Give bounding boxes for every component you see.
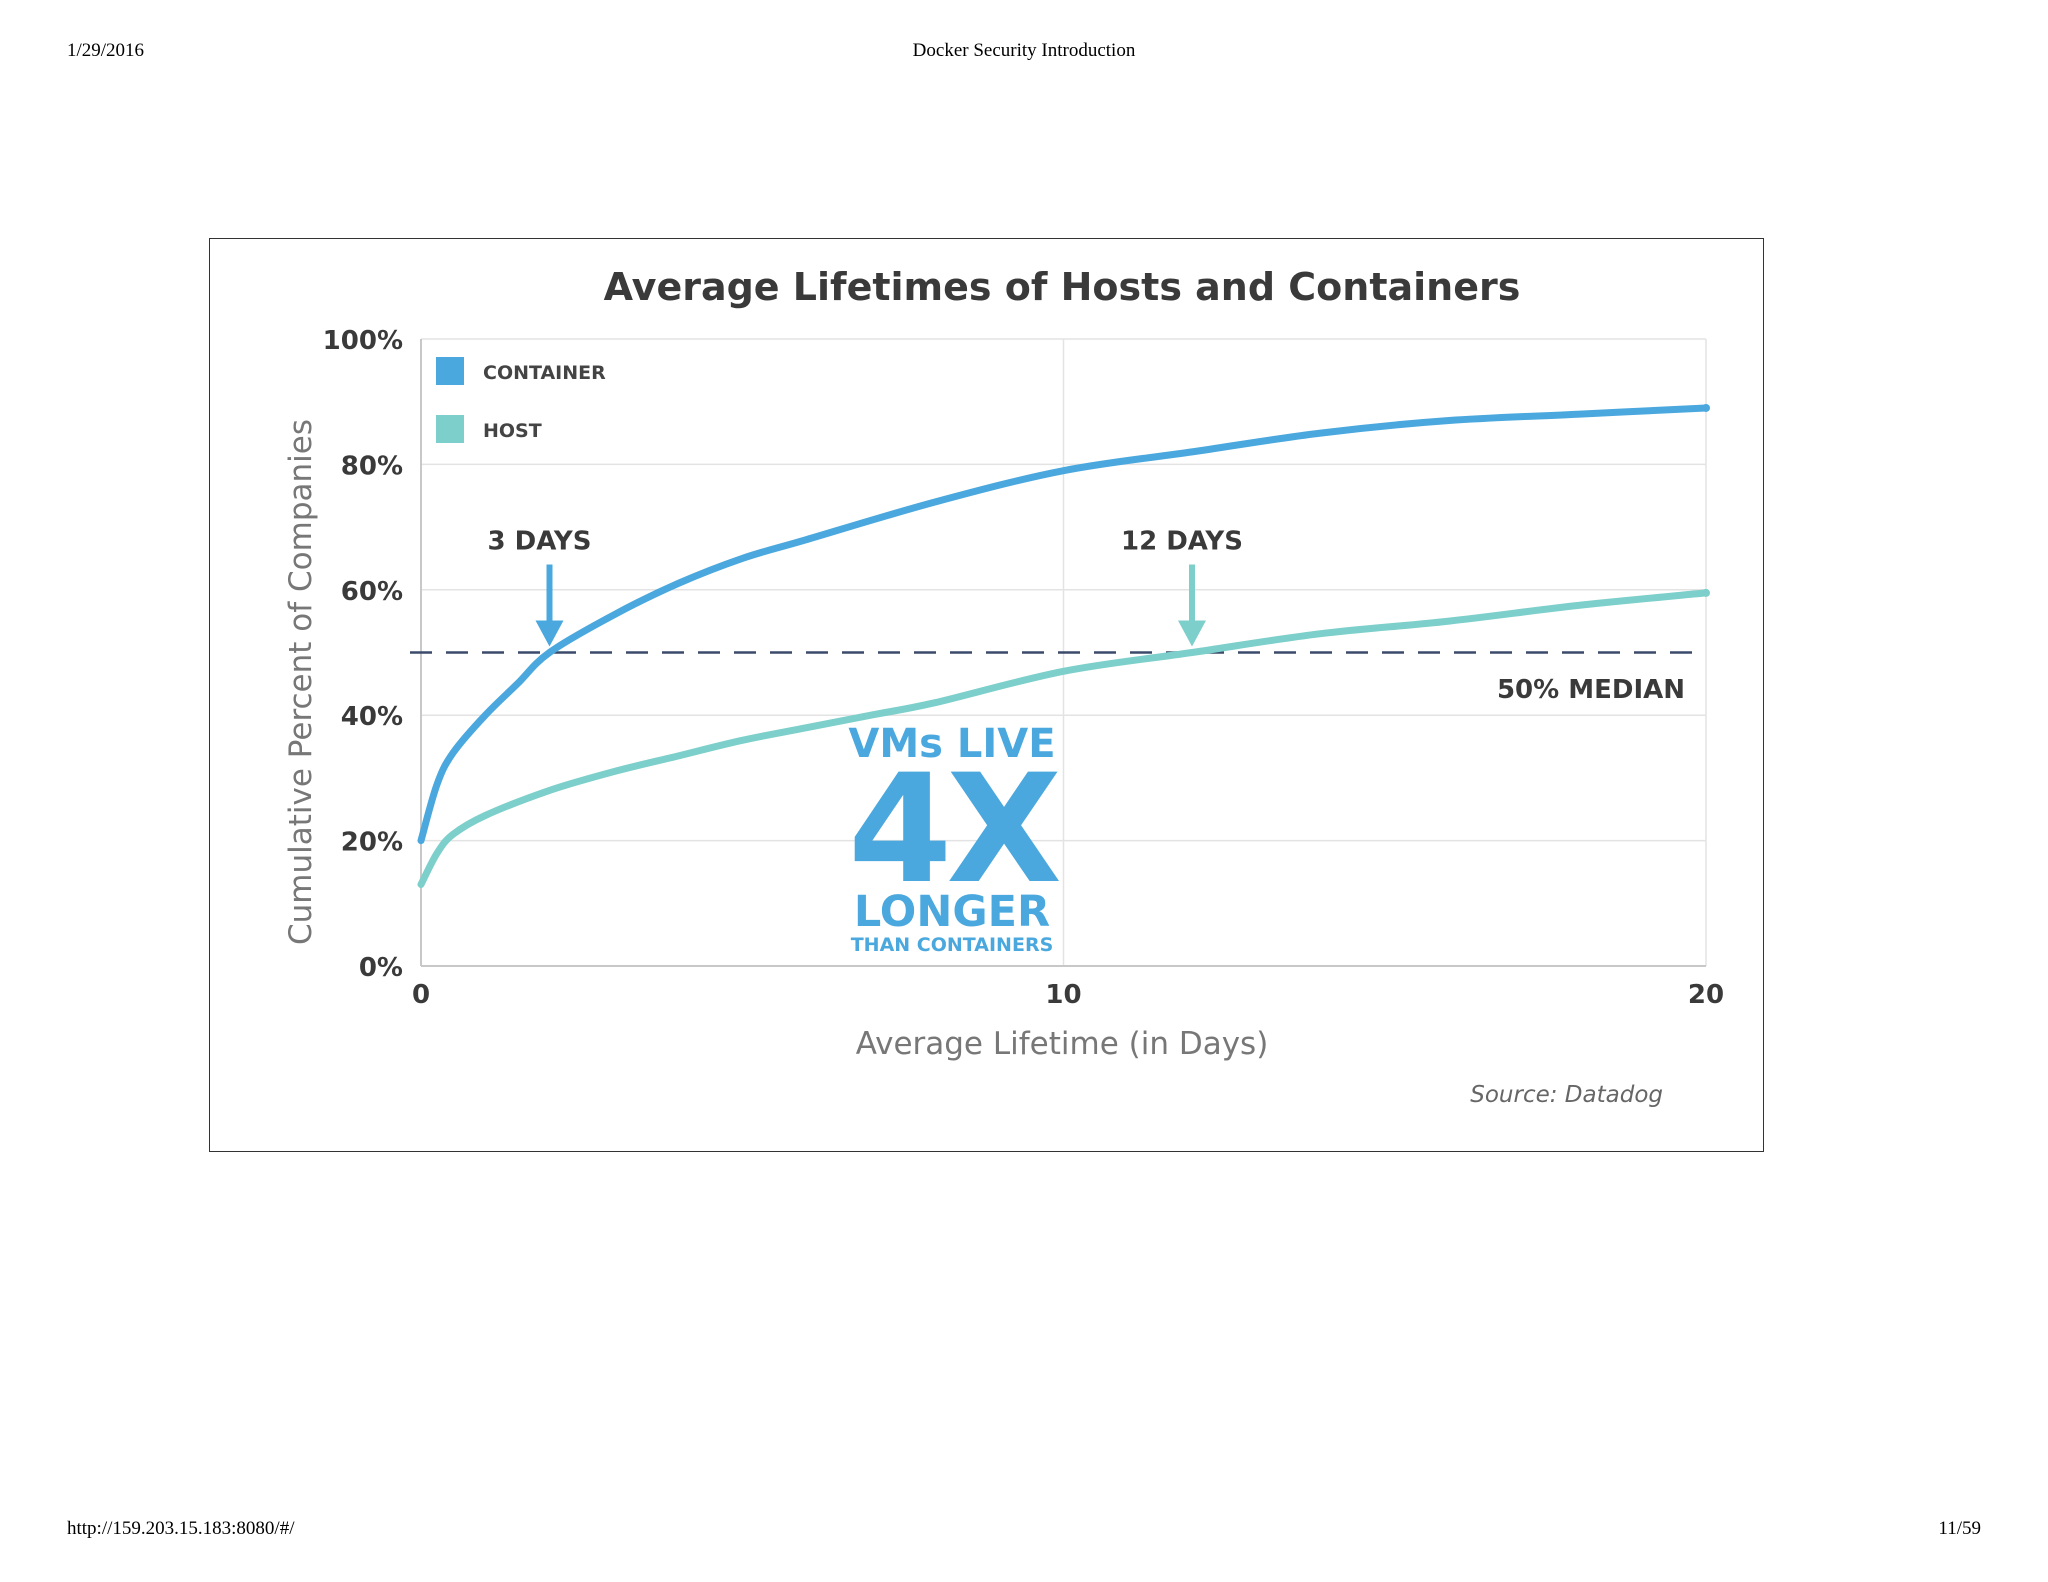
chart-figure: 0% 20% 40% 60% 80% 100% 0 10 20 3 DAYS 12 DAYS Av…	[209, 238, 1764, 1152]
legend-label-container: CONTAINER	[483, 362, 606, 384]
callout-line-1: VMs LIVE	[848, 721, 1055, 767]
y-tick-label: 0%	[359, 953, 403, 983]
annotation-arrow-head	[1178, 620, 1206, 647]
print-header-title: Docker Security Introduction	[912, 40, 1136, 61]
y-tick-label: 80%	[341, 451, 403, 481]
print-footer-page: 11/59	[1938, 1518, 1981, 1539]
series-line-host	[417, 589, 1710, 888]
print-header-date: 1/29/2016	[67, 40, 145, 61]
y-axis-label: Cumulative Percent of Companies	[283, 419, 319, 945]
annotation-label: 3 DAYS	[488, 527, 592, 557]
axes: 0% 20% 40% 60% 80% 100% 0 10 20	[323, 326, 1724, 1010]
median-label: 50% MEDIAN	[1497, 675, 1685, 705]
x-tick-label: 20	[1688, 980, 1724, 1010]
x-tick-label: 10	[1045, 980, 1081, 1010]
legend-swatch-host	[436, 415, 464, 443]
x-axis-label: Average Lifetime (in Days)	[856, 1026, 1269, 1062]
annotations: 3 DAYS 12 DAYS	[488, 527, 1243, 647]
chart-title: Average Lifetimes of Hosts and Container…	[604, 265, 1521, 309]
callout-line-2: 4X	[848, 743, 1059, 917]
callout-line-3: LONGER	[854, 887, 1050, 937]
source-note: Source: Datadog	[1470, 1082, 1663, 1108]
legend: CONTAINER HOST	[436, 357, 606, 443]
print-footer-url: http://159.203.15.183:8080/#/	[67, 1518, 295, 1539]
y-tick-label: 100%	[323, 326, 403, 356]
legend-label-host: HOST	[483, 420, 542, 442]
y-tick-label: 60%	[341, 577, 403, 607]
series-line-container	[417, 404, 1710, 845]
legend-swatch-container	[436, 357, 464, 385]
annotation-arrow-head	[535, 620, 564, 647]
y-tick-label: 40%	[341, 702, 403, 732]
y-tick-label: 20%	[341, 828, 403, 858]
callout-line-4: THAN CONTAINERS	[851, 934, 1054, 956]
x-tick-label: 0	[412, 980, 430, 1010]
series-end-point-container	[1702, 403, 1710, 412]
series-end-point-host	[1702, 588, 1710, 597]
chart-svg: 0% 20% 40% 60% 80% 100% 0 10 20 3 DAYS 12 DAYS Av…	[283, 265, 1724, 1108]
annotation-label: 12 DAYS	[1121, 527, 1243, 557]
callout: VMs LIVE 4X LONGER THAN CONTAINERS	[848, 721, 1065, 956]
series	[417, 403, 1710, 888]
grid	[421, 338, 1707, 966]
